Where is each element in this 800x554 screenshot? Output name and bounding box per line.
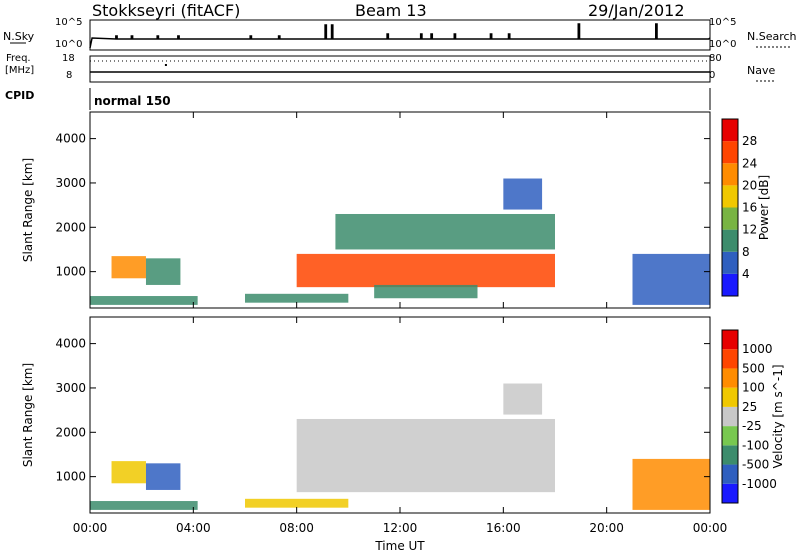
- power-ytick-label-3: 4000: [55, 132, 86, 146]
- power-echo-band-2: [145, 258, 181, 285]
- velocity-echo-band-5: [503, 383, 543, 415]
- velocity-colorbar-swatch-0: [722, 483, 738, 503]
- velocity-colorbar-tick-3: 25: [742, 400, 757, 414]
- power-colorbar-swatch-0: [722, 273, 738, 296]
- velocity-colorbar-swatch-4: [722, 406, 738, 427]
- beam-title: Beam 13: [355, 1, 427, 20]
- nsky-label: N.Sky: [3, 30, 35, 43]
- xlabel: Time UT: [374, 539, 425, 553]
- velocity-colorbar-tick-4: -25: [742, 419, 762, 433]
- power-colorbar-swatch-1: [722, 251, 738, 274]
- date-title: 29/Jan/2012: [588, 1, 685, 20]
- nsky-tick-top: 10^5: [55, 17, 83, 28]
- xtick-label-2: 08:00: [279, 521, 314, 535]
- power-ytick-label-1: 2000: [55, 220, 86, 234]
- velocity-ytick-label-1: 2000: [55, 425, 86, 439]
- power-colorbar-swatch-6: [722, 141, 738, 164]
- velocity-echo-band-6: [632, 458, 710, 510]
- power-colorbar-swatch-7: [722, 119, 738, 142]
- xtick-label-1: 04:00: [176, 521, 211, 535]
- freq-label: Freq.: [6, 53, 31, 64]
- velocity-colorbar-tick-5: -100: [742, 438, 769, 452]
- power-colorbar-tick-3: 16: [742, 201, 757, 215]
- power-colorbar-tick-6: 28: [742, 134, 757, 148]
- velocity-colorbar-tick-7: -1000: [742, 477, 777, 491]
- velocity-ylabel: Slant Range [km]: [21, 363, 35, 467]
- power-colorbar-tick-2: 12: [742, 223, 757, 237]
- freq-tick-bottom: 8: [66, 70, 73, 81]
- power-echo-band-8: [632, 253, 710, 305]
- power-colorbar-tick-5: 24: [742, 156, 757, 170]
- nsearch-tick-top: 10^5: [709, 17, 737, 28]
- velocity-colorbar-swatch-1: [722, 464, 738, 484]
- velocity-colorbar-swatch-8: [722, 330, 738, 350]
- power-echo-band-6: [374, 284, 478, 299]
- xtick-label-4: 16:00: [486, 521, 521, 535]
- power-echo-band-3: [245, 293, 349, 303]
- velocity-colorbar-label: Velocity [m s^-1]: [771, 364, 785, 468]
- velocity-echo-band-1: [111, 461, 146, 484]
- velocity-colorbar-tick-1: 500: [742, 361, 765, 375]
- power-echo-band-7: [503, 178, 543, 210]
- xtick-label-5: 20:00: [589, 521, 624, 535]
- velocity-ytick-label-3: 4000: [55, 337, 86, 351]
- velocity-colorbar-tick-6: -500: [742, 458, 769, 472]
- power-colorbar-tick-4: 20: [742, 178, 757, 192]
- xtick-label-3: 12:00: [383, 521, 418, 535]
- power-echo-band-0: [90, 296, 198, 305]
- station-title: Stokkseyri (fitACF): [92, 1, 241, 20]
- cpid-label: CPID: [5, 89, 35, 102]
- power-colorbar-tick-1: 8: [742, 245, 750, 259]
- power-colorbar-swatch-2: [722, 229, 738, 252]
- nsky-tick-bottom: 10^0: [55, 39, 83, 50]
- power-colorbar-swatch-4: [722, 185, 738, 208]
- power-colorbar-swatch-5: [722, 163, 738, 186]
- velocity-colorbar-swatch-5: [722, 387, 738, 407]
- power-ylabel: Slant Range [km]: [21, 158, 35, 262]
- nave-tick-top: 80: [709, 53, 722, 64]
- power-echo-band-5: [335, 213, 555, 250]
- nsky-frame: [89, 19, 711, 51]
- velocity-echo-band-4: [296, 418, 555, 493]
- power-colorbar-frame: [721, 118, 739, 297]
- nave-outlier-point: [164, 64, 167, 66]
- cpid-value: normal 150: [94, 94, 171, 108]
- power-ytick-label-2: 3000: [55, 176, 86, 190]
- freq-tick-top: 18: [62, 53, 75, 64]
- velocity-colorbar-swatch-2: [722, 445, 738, 465]
- power-colorbar-label: Power [dB]: [757, 175, 771, 240]
- power-echo-band-1: [111, 256, 146, 279]
- velocity-colorbar-frame: [721, 329, 739, 504]
- power-colorbar-tick-0: 4: [742, 267, 750, 281]
- velocity-colorbar-swatch-6: [722, 368, 738, 388]
- xtick-label-6: 00:00: [693, 521, 728, 535]
- velocity-echo-band-0: [90, 501, 198, 510]
- freq-unit-label: [MHz]: [5, 65, 35, 76]
- velocity-colorbar-tick-0: 1000: [742, 342, 773, 356]
- nave-label: Nave: [747, 64, 776, 77]
- velocity-colorbar-swatch-7: [722, 349, 738, 369]
- power-echo-band-4: [296, 253, 555, 288]
- nsky-trace: [89, 23, 711, 49]
- velocity-colorbar-tick-2: 100: [742, 381, 765, 395]
- power-colorbar-swatch-3: [722, 207, 738, 230]
- velocity-colorbar-swatch-3: [722, 426, 738, 446]
- nsearch-label: N.Search: [747, 30, 797, 43]
- velocity-echo-band-3: [245, 498, 349, 508]
- nsearch-tick-bottom: 10^0: [709, 39, 737, 50]
- nave-tick-bottom: 0: [709, 70, 716, 81]
- velocity-ytick-label-0: 1000: [55, 470, 86, 484]
- velocity-echo-band-2: [145, 463, 181, 490]
- freq-frame: [89, 55, 711, 83]
- xtick-label-0: 00:00: [73, 521, 108, 535]
- power-ytick-label-0: 1000: [55, 265, 86, 279]
- velocity-ytick-label-2: 3000: [55, 381, 86, 395]
